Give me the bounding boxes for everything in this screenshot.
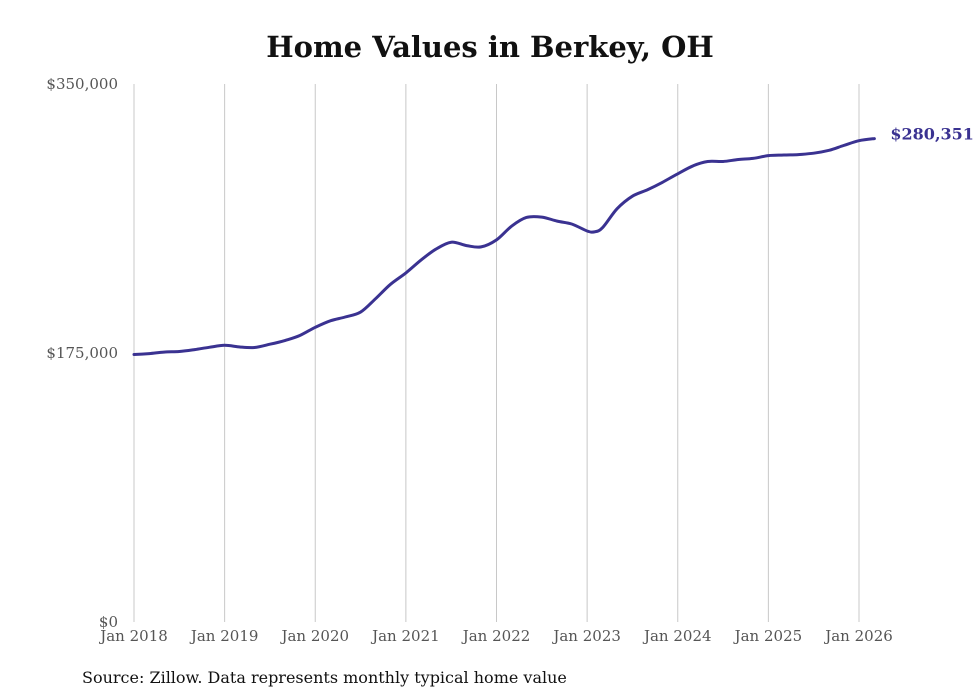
y-tick-label: $350,000 [46, 75, 118, 93]
y-tick-label: $175,000 [46, 344, 118, 362]
x-tick-label: Jan 2023 [551, 627, 621, 645]
x-tick-label: Jan 2025 [733, 627, 803, 645]
series-line [132, 137, 876, 356]
x-tick-label: Jan 2021 [370, 627, 440, 645]
x-tick-label: Jan 2024 [642, 627, 712, 645]
x-tick-label: Jan 2019 [189, 627, 259, 645]
y-tick-label: $0 [99, 613, 118, 631]
chart-title: Home Values in Berkey, OH [266, 30, 714, 64]
x-tick-label: Jan 2020 [279, 627, 349, 645]
source-note: Source: Zillow. Data represents monthly … [82, 668, 567, 687]
x-tick-label: Jan 2018 [98, 627, 168, 645]
x-tick-label: Jan 2022 [461, 627, 531, 645]
x-tick-label: Jan 2026 [823, 627, 893, 645]
end-value-label: $280,351 [890, 125, 974, 144]
